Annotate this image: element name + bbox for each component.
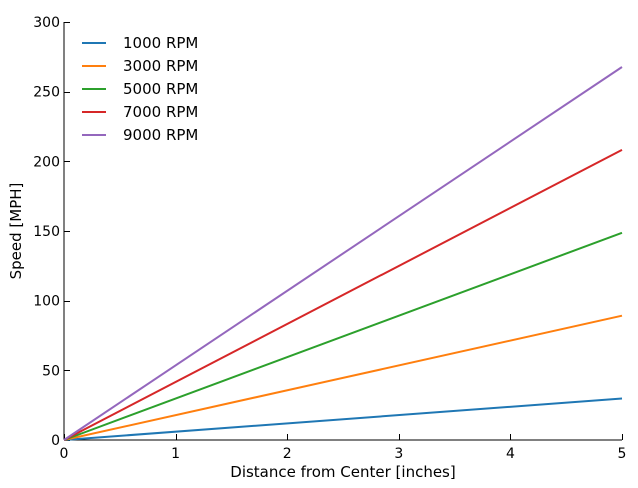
- legend-label-7000-rpm: 7000 RPM: [123, 103, 198, 121]
- y-tick-label: 250: [33, 85, 60, 101]
- series-line-3000-rpm: [63, 314, 623, 441]
- legend-label-9000-rpm: 9000 RPM: [123, 126, 198, 144]
- legend-label-5000-rpm: 5000 RPM: [123, 80, 198, 98]
- legend: 1000 RPM 3000 RPM 5000 RPM 7000 RPM 9000 RPM: [82, 34, 198, 144]
- x-tick-label: 5: [618, 446, 627, 462]
- x-tick-label: 3: [394, 446, 403, 462]
- x-tick-label: 1: [171, 446, 180, 462]
- x-tick-label: 0: [60, 446, 69, 462]
- x-tick-label: 4: [506, 446, 515, 462]
- y-tick-label: 100: [33, 294, 60, 310]
- x-axis-label: Distance from Center [inches]: [230, 463, 455, 481]
- series-line-5000-rpm: [63, 231, 623, 441]
- y-tick-label: 0: [51, 433, 60, 449]
- x-tick-label: 2: [283, 446, 292, 462]
- y-tick-label: 150: [33, 224, 60, 240]
- y-axis-label: Speed [MPH]: [7, 183, 25, 280]
- legend-label-1000-rpm: 1000 RPM: [123, 34, 198, 52]
- y-tick-label: 50: [42, 363, 60, 379]
- series-layer: [63, 66, 623, 441]
- legend-label-3000-rpm: 3000 RPM: [123, 57, 198, 75]
- series-line-1000-rpm: [63, 397, 623, 441]
- series-line-9000-rpm: [63, 66, 623, 441]
- y-tick-label: 200: [33, 154, 60, 170]
- y-tick-label: 300: [33, 15, 60, 31]
- series-line-7000-rpm: [63, 149, 623, 441]
